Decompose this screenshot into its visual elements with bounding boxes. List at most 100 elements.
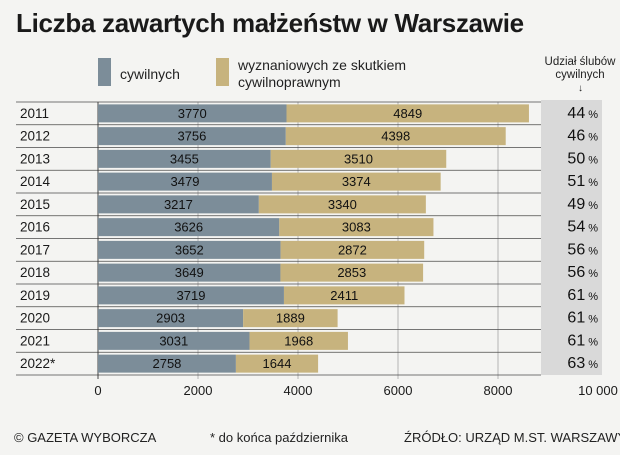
share-value: 51% bbox=[567, 173, 598, 190]
bar-religious bbox=[270, 149, 447, 168]
bar-civil bbox=[98, 104, 287, 123]
data-label-civil: 3455 bbox=[170, 151, 199, 166]
bar-civil bbox=[98, 286, 284, 305]
category-label: 2017 bbox=[20, 242, 50, 257]
data-label-civil: 3649 bbox=[175, 265, 204, 280]
category-label: 2011 bbox=[20, 106, 49, 121]
bar-religious bbox=[286, 104, 529, 123]
share-value-number: 56 bbox=[567, 264, 585, 281]
data-label-religious: 2872 bbox=[338, 242, 367, 257]
x-tick-label: 4000 bbox=[284, 383, 313, 398]
data-label-religious: 3510 bbox=[344, 151, 373, 166]
share-value: 63% bbox=[567, 355, 598, 372]
bar-civil bbox=[98, 263, 281, 282]
share-value: 61% bbox=[567, 310, 598, 327]
x-tick-label: 8000 bbox=[484, 383, 513, 398]
data-label-civil: 2903 bbox=[156, 311, 185, 326]
share-value: 49% bbox=[567, 196, 598, 213]
share-column-header: Udział ślubów cywilnych bbox=[540, 56, 620, 82]
category-label: 2021 bbox=[20, 333, 50, 348]
share-value: 61% bbox=[567, 287, 598, 304]
x-tick-label: 0 bbox=[94, 383, 101, 398]
data-label-religious: 2853 bbox=[337, 265, 366, 280]
bar-religious bbox=[258, 195, 426, 214]
bar-civil bbox=[98, 354, 236, 373]
share-value-number: 51 bbox=[567, 173, 585, 190]
data-label-religious: 4398 bbox=[381, 129, 410, 144]
share-header-line1: Udział ślubów bbox=[544, 56, 616, 68]
share-value-number: 54 bbox=[567, 219, 585, 236]
share-value-number: 61 bbox=[567, 287, 585, 304]
data-label-civil: 3756 bbox=[177, 129, 206, 144]
bar-civil bbox=[98, 149, 271, 168]
arrow-down-icon: ↓ bbox=[578, 83, 583, 94]
bar-civil bbox=[98, 195, 259, 214]
data-label-religious: 1968 bbox=[284, 333, 313, 348]
chart-title: Liczba zawartych małżeństw w Warszawie bbox=[16, 8, 524, 38]
share-value-unit: % bbox=[588, 132, 598, 144]
bar-civil bbox=[98, 331, 250, 350]
x-tick-label: 2000 bbox=[184, 383, 213, 398]
share-value: 54% bbox=[567, 219, 598, 236]
share-value: 56% bbox=[567, 241, 598, 258]
data-label-religious: 3374 bbox=[342, 174, 371, 189]
bar-civil bbox=[98, 240, 281, 259]
category-label: 2016 bbox=[20, 220, 50, 235]
share-value-number: 50 bbox=[567, 150, 585, 167]
bar-religious bbox=[283, 286, 405, 305]
bar-civil bbox=[98, 309, 244, 328]
share-value-unit: % bbox=[588, 268, 598, 280]
bar-religious bbox=[280, 263, 424, 282]
bar-religious bbox=[235, 354, 319, 373]
share-value-unit: % bbox=[588, 109, 598, 121]
legend-label-religious-line1: wyznaniowych ze skutkiem bbox=[238, 57, 407, 73]
share-value-number: 46 bbox=[567, 128, 585, 145]
data-label-civil: 2758 bbox=[152, 356, 181, 371]
share-value-unit: % bbox=[588, 314, 598, 326]
bar-religious bbox=[271, 172, 441, 191]
footer-source: ŹRÓDŁO: URZĄD M.ST. WARSZAWY bbox=[404, 430, 620, 445]
share-column-background bbox=[541, 100, 602, 375]
data-label-religious: 3083 bbox=[342, 220, 371, 235]
share-value-number: 49 bbox=[567, 196, 585, 213]
share-value-number: 61 bbox=[567, 310, 585, 327]
share-value-unit: % bbox=[588, 291, 598, 303]
bar-religious bbox=[243, 309, 338, 328]
data-label-religious: 2411 bbox=[330, 288, 358, 303]
data-label-religious: 1889 bbox=[276, 311, 305, 326]
category-label: 2022* bbox=[20, 356, 56, 371]
category-label: 2014 bbox=[20, 174, 51, 189]
share-value-unit: % bbox=[588, 177, 598, 189]
data-label-civil: 3217 bbox=[164, 197, 193, 212]
share-value: 56% bbox=[567, 264, 598, 281]
bar-religious bbox=[249, 331, 348, 350]
bar-religious bbox=[279, 218, 434, 237]
category-label: 2019 bbox=[20, 288, 50, 303]
category-label: 2015 bbox=[20, 197, 50, 212]
category-label: 2013 bbox=[20, 151, 50, 166]
share-value: 46% bbox=[567, 128, 598, 145]
category-label: 2018 bbox=[20, 265, 50, 280]
share-value-number: 56 bbox=[567, 241, 585, 258]
x-tick-label: 6000 bbox=[384, 383, 413, 398]
bar-civil bbox=[98, 172, 272, 191]
data-label-civil: 3479 bbox=[171, 174, 200, 189]
bar-religious bbox=[280, 240, 425, 259]
category-label: 2012 bbox=[20, 129, 50, 144]
share-value: 61% bbox=[567, 332, 598, 349]
share-value-unit: % bbox=[588, 245, 598, 257]
legend-swatch-civil bbox=[98, 58, 111, 86]
legend-swatch-religious bbox=[216, 58, 229, 86]
data-label-religious: 1644 bbox=[263, 356, 292, 371]
share-value: 50% bbox=[567, 150, 598, 167]
category-label: 2020 bbox=[20, 311, 50, 326]
legend-label-civil: cywilnych bbox=[120, 66, 180, 82]
data-label-civil: 3770 bbox=[178, 106, 207, 121]
footer-note: * do końca października bbox=[210, 430, 349, 445]
share-value-number: 63 bbox=[567, 355, 585, 372]
footer-credit: © GAZETA WYBORCZA bbox=[14, 430, 157, 445]
data-label-civil: 3719 bbox=[177, 288, 206, 303]
share-value-number: 61 bbox=[567, 332, 585, 349]
bar-civil bbox=[98, 127, 286, 146]
data-label-civil: 3652 bbox=[175, 242, 204, 257]
